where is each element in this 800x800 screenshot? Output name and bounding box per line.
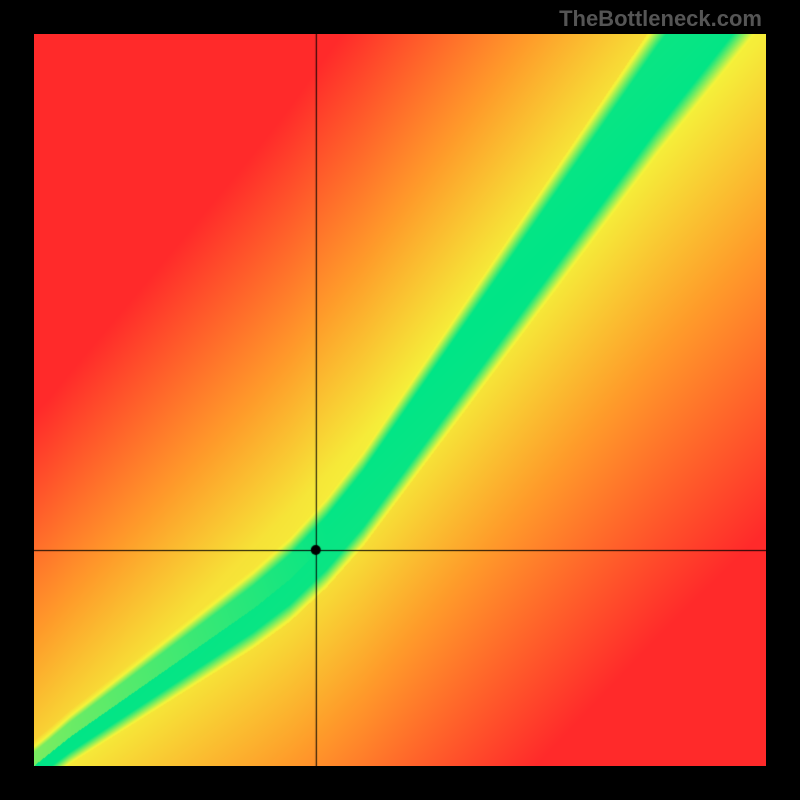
heatmap-canvas	[34, 34, 766, 766]
heatmap-plot	[34, 34, 766, 766]
watermark-text: TheBottleneck.com	[559, 6, 762, 32]
